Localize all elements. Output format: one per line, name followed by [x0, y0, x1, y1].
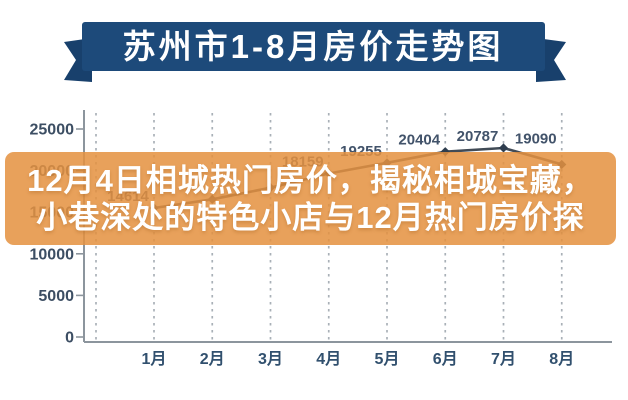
x-month-label: 2月	[200, 350, 225, 368]
headline-overlay-band: 12月4日相城热门房价，揭秘相城宝藏， 小巷深处的特色小店与12月热门房价探	[5, 152, 616, 245]
y-tick-label: 5000	[38, 288, 74, 305]
x-month-label: 3月	[258, 350, 283, 368]
data-point-label: 20787	[457, 128, 499, 145]
x-month-label: 1月	[142, 350, 167, 368]
y-tick-label: 25000	[30, 122, 75, 139]
title-ribbon-banner: 苏州市1-8月房价走势图	[64, 22, 566, 82]
ribbon-body	[82, 22, 545, 71]
banner-title-text: 苏州市1-8月房价走势图	[123, 28, 504, 65]
x-month-label: 6月	[433, 350, 458, 368]
headline-line-2: 小巷深处的特色小店与12月热门房价探	[36, 199, 585, 235]
data-point-label: 20404	[398, 132, 440, 149]
x-month-label: 4月	[316, 350, 341, 368]
x-month-label: 8月	[549, 350, 574, 368]
y-tick-label: 10000	[30, 246, 75, 263]
x-month-label: 7月	[491, 350, 516, 368]
x-month-label: 5月	[375, 350, 400, 368]
headline-line-1: 12月4日相城热门房价，揭秘相城宝藏，	[27, 162, 594, 198]
y-tick-label: 0	[65, 330, 74, 347]
data-point-marker	[498, 143, 509, 153]
data-point-label: 19090	[515, 130, 557, 147]
